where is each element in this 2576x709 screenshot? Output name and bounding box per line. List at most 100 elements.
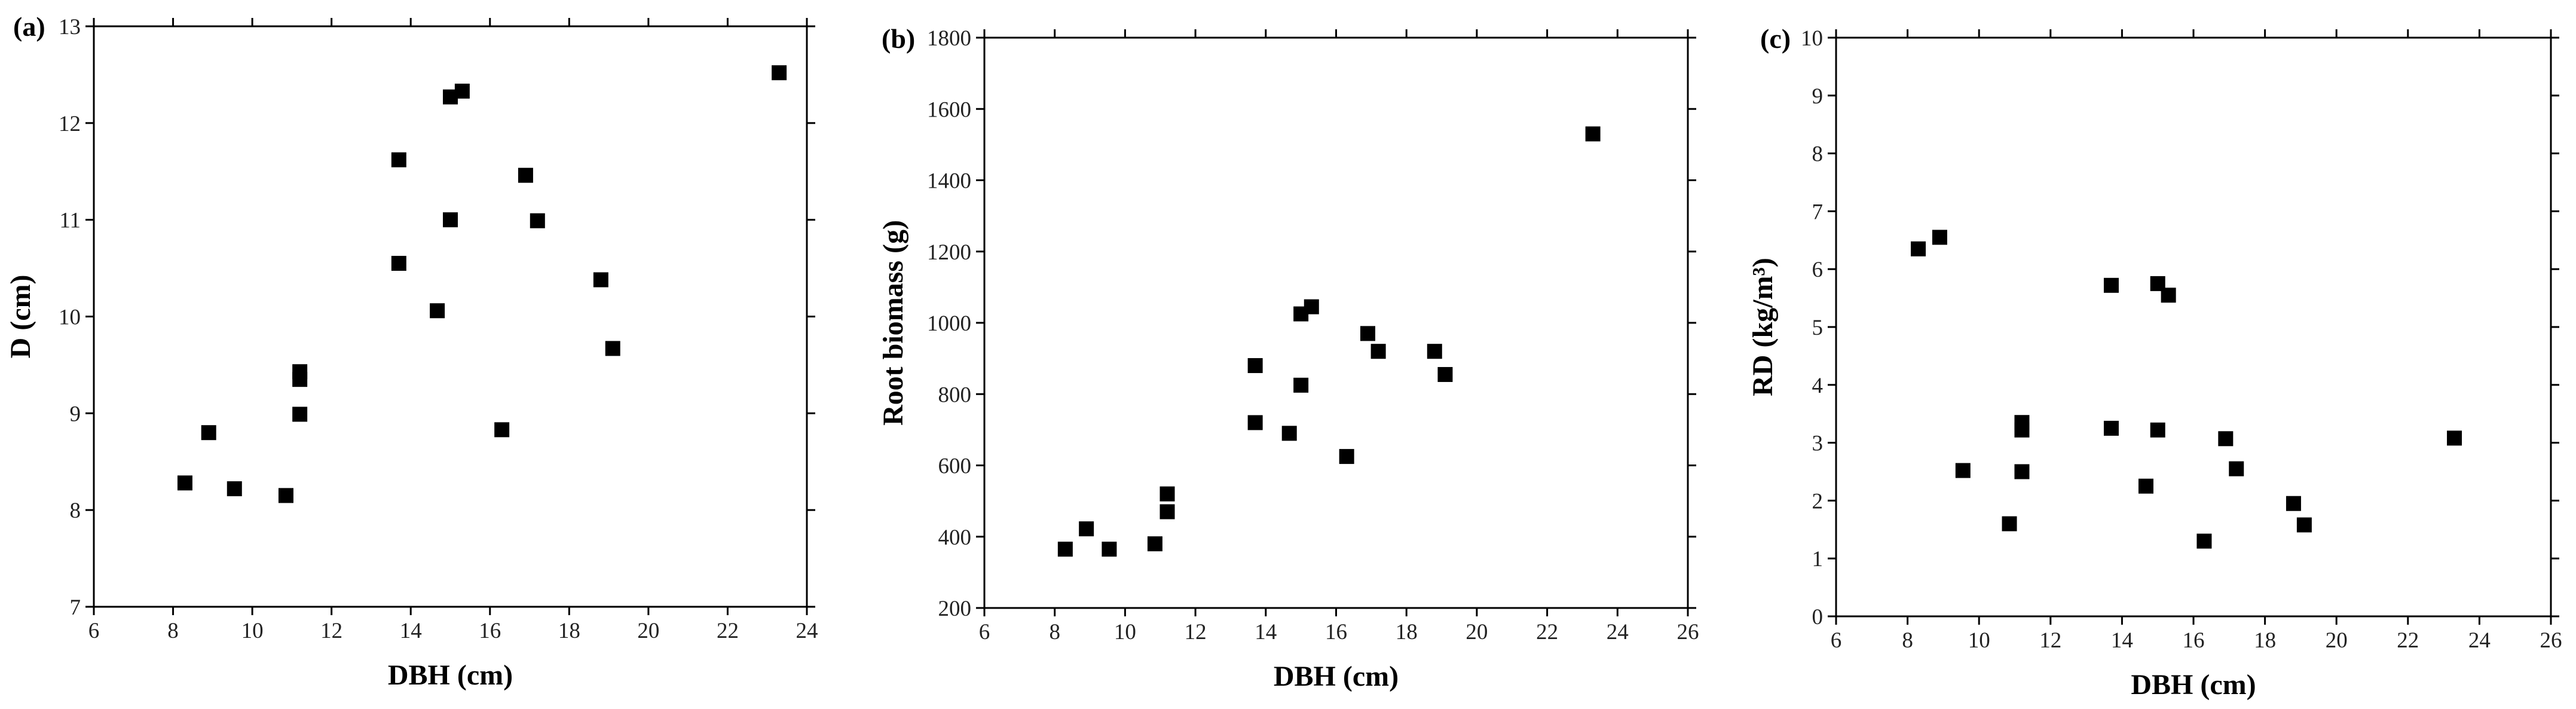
y-tick-label: 200: [938, 597, 972, 621]
marker: [1159, 504, 1175, 519]
panel-label: (c): [1760, 23, 1791, 54]
x-tick-label: 20: [2326, 628, 2348, 653]
x-tick-label: 24: [2468, 628, 2491, 653]
x-tick-label: 6: [979, 620, 990, 644]
y-tick-label: 600: [938, 454, 972, 479]
marker: [1360, 326, 1375, 341]
marker: [2014, 464, 2030, 479]
y-tick-label: 1400: [927, 169, 971, 194]
y-tick-label: 12: [59, 112, 81, 136]
x-tick-label: 10: [241, 619, 264, 643]
marker: [2103, 277, 2119, 293]
x-tick-label: 8: [1902, 628, 1913, 653]
marker: [772, 65, 787, 81]
y-tick-label: 7: [70, 595, 81, 620]
marker: [1147, 536, 1162, 552]
x-tick-label: 8: [1049, 620, 1060, 644]
panel-label: (b): [882, 23, 915, 54]
x-tick-label: 6: [88, 619, 100, 643]
marker: [1585, 126, 1601, 142]
x-tick-label: 10: [1968, 628, 1990, 653]
y-tick-label: 0: [1812, 605, 1824, 629]
y-tick-label: 1: [1812, 547, 1824, 572]
x-tick-label: 14: [400, 619, 422, 643]
y-tick-label: 5: [1812, 316, 1824, 340]
x-tick-label: 16: [1325, 620, 1347, 644]
x-tick-label: 6: [1831, 628, 1842, 653]
marker: [2150, 422, 2165, 438]
y-tick-label: 400: [938, 525, 972, 550]
marker: [227, 481, 242, 497]
marker: [1057, 542, 1073, 557]
y-tick-label: 11: [59, 209, 81, 233]
x-tick-label: 8: [167, 619, 179, 643]
y-tick-label: 8: [70, 499, 81, 523]
marker: [2218, 431, 2234, 447]
marker: [2286, 496, 2301, 511]
marker: [201, 425, 216, 441]
marker: [1159, 486, 1175, 502]
marker: [1079, 521, 1094, 537]
y-tick-label: 10: [1801, 26, 1823, 51]
marker: [2296, 517, 2312, 533]
marker: [2196, 533, 2212, 549]
x-tick-label: 16: [2183, 628, 2205, 653]
x-tick-label: 22: [2397, 628, 2419, 653]
y-tick-label: 9: [1812, 84, 1824, 109]
marker: [391, 255, 406, 271]
marker: [1932, 230, 1947, 245]
x-axis-label: DBH (cm): [1274, 661, 1399, 692]
x-tick-label: 24: [796, 619, 818, 643]
x-tick-label: 26: [2540, 628, 2562, 653]
y-tick-label: 1000: [927, 311, 971, 336]
y-axis-label: Root biomass (g): [877, 220, 909, 426]
marker: [1955, 463, 1971, 478]
marker: [1911, 241, 1926, 256]
marker: [1339, 449, 1354, 464]
marker: [454, 83, 470, 99]
marker: [2002, 516, 2017, 531]
marker: [2138, 478, 2153, 494]
x-axis-label: DBH (cm): [2131, 669, 2256, 701]
x-tick-label: 12: [1185, 620, 1207, 644]
x-tick-label: 24: [1607, 620, 1629, 644]
marker: [1304, 299, 1319, 314]
marker: [605, 341, 620, 356]
x-tick-label: 16: [479, 619, 501, 643]
x-tick-label: 22: [717, 619, 739, 643]
marker: [530, 213, 545, 228]
marker: [292, 372, 308, 387]
marker: [430, 303, 445, 319]
x-tick-label: 20: [1466, 620, 1488, 644]
marker: [2447, 430, 2462, 446]
x-tick-label: 20: [637, 619, 659, 643]
y-tick-label: 10: [59, 305, 81, 330]
marker: [1370, 344, 1386, 359]
marker: [1102, 542, 1117, 557]
x-axis-label: DBH (cm): [388, 659, 513, 691]
plot-frame: [1835, 36, 2552, 618]
x-tick-label: 12: [2039, 628, 2061, 653]
y-tick-label: 2: [1812, 489, 1824, 514]
marker: [1427, 344, 1442, 359]
x-tick-label: 22: [1536, 620, 1558, 644]
marker: [177, 475, 192, 491]
marker: [1247, 415, 1263, 430]
y-tick-label: 9: [70, 402, 81, 426]
y-tick-label: 1600: [927, 97, 971, 122]
y-tick-label: 1800: [927, 26, 971, 51]
x-tick-label: 14: [2111, 628, 2133, 653]
marker: [518, 167, 533, 183]
marker: [278, 488, 293, 503]
marker: [292, 407, 308, 422]
marker: [2161, 288, 2176, 303]
y-tick-label: 3: [1812, 432, 1824, 456]
y-tick-label: 7: [1812, 200, 1824, 224]
marker: [1437, 366, 1453, 382]
y-tick-label: 8: [1812, 142, 1824, 167]
marker: [443, 212, 458, 228]
y-axis-label: RD (kg/m³): [1747, 258, 1779, 396]
y-tick-label: 13: [59, 15, 81, 39]
x-tick-label: 18: [558, 619, 580, 643]
